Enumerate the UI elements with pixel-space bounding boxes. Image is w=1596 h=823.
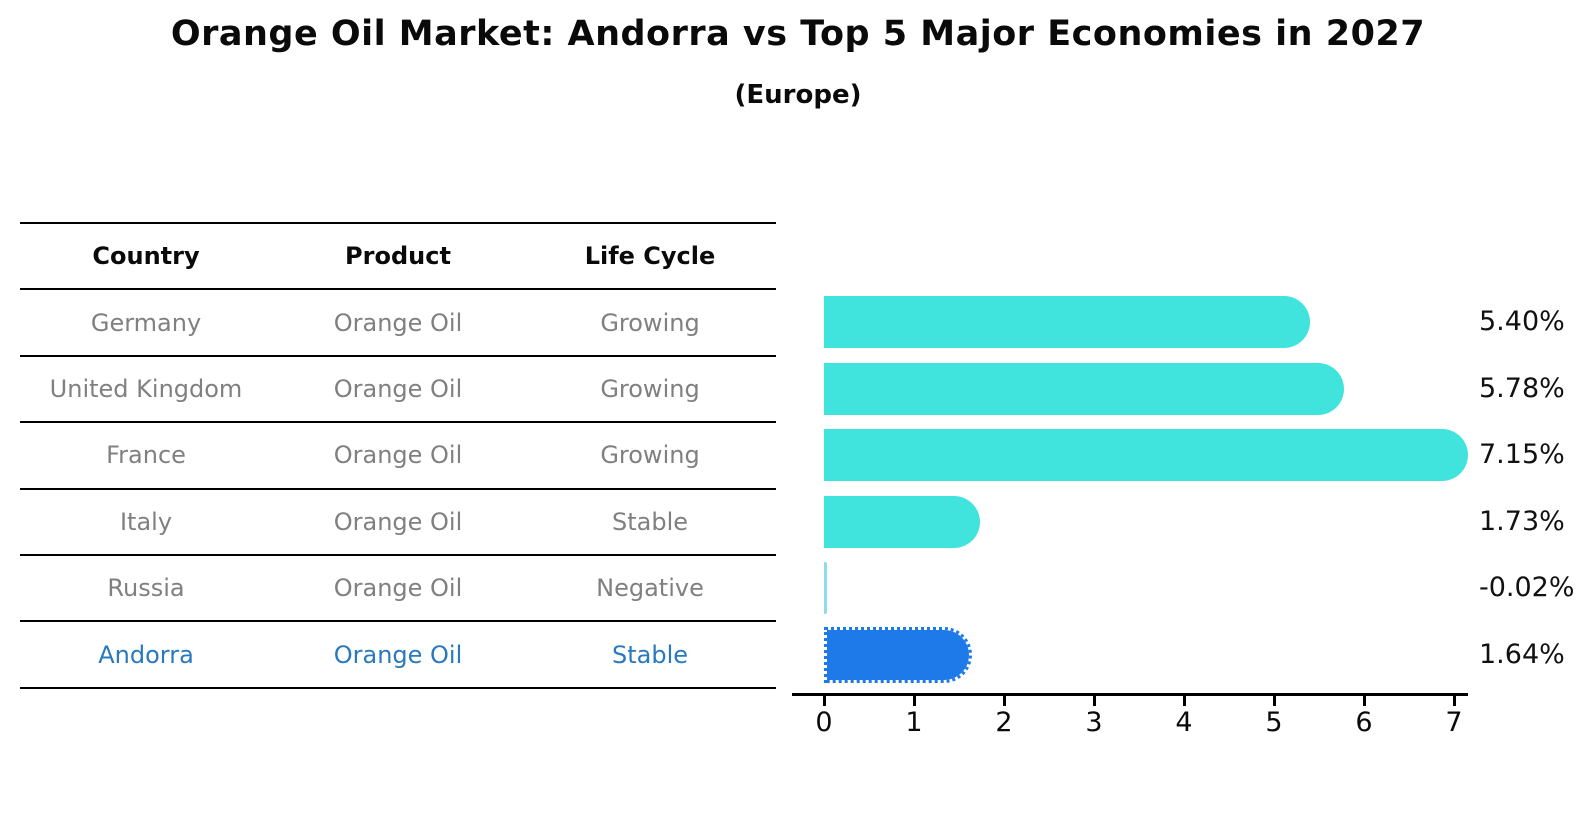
x-axis-tick (1092, 696, 1096, 706)
value-label-italy: 1.73% (1479, 505, 1565, 537)
cell-life-cycle: Negative (596, 574, 704, 603)
cell-country: Germany (90, 308, 202, 337)
bar-russia (824, 562, 827, 615)
bar-united-kingdom (824, 362, 1345, 415)
cell-product: Orange Oil (333, 374, 463, 403)
x-axis-tick (1362, 696, 1366, 706)
x-axis-tick-label: 3 (1085, 707, 1103, 738)
table-body: Germany Orange Oil Growing United Kingdom Or… (20, 288, 776, 686)
table-row-france: France Orange Oil Growing (20, 421, 776, 487)
x-axis-tick-label: 1 (905, 707, 923, 738)
x-axis-tick (1452, 696, 1456, 706)
table-row-russia: Russia Orange Oil Negative (20, 553, 776, 620)
table-row-united-kingdom: United Kingdom Orange Oil Growing (20, 354, 776, 421)
x-axis-tick-label: 2 (995, 707, 1013, 738)
value-label-andorra: 1.64% (1479, 638, 1565, 670)
value-label-united-kingdom: 5.78% (1479, 372, 1565, 404)
x-axis-tick-label: 7 (1445, 707, 1463, 738)
bar-andorra (824, 626, 972, 683)
x-axis-line (792, 693, 1468, 696)
chart-title: Orange Oil Market: Andorra vs Top 5 Majo… (170, 14, 1426, 54)
cell-country: Italy (119, 507, 173, 536)
cell-product: Orange Oil (333, 640, 463, 669)
cell-life-cycle: Stable (611, 640, 689, 669)
table-header-row: Country Product Life Cycle (20, 222, 776, 288)
x-axis-tick (1272, 696, 1276, 706)
x-axis-tick-label: 6 (1355, 707, 1373, 738)
cell-life-cycle: Growing (600, 374, 700, 403)
cell-country: United Kingdom (49, 374, 243, 403)
table-row-italy: Italy Orange Oil Stable (20, 487, 776, 554)
table-row-andorra: Andorra Orange Oil Stable (20, 620, 776, 686)
cell-life-cycle: Growing (600, 308, 700, 337)
value-label-russia: -0.02% (1479, 572, 1575, 604)
cell-product: Orange Oil (333, 507, 463, 536)
x-axis-tick (822, 696, 826, 706)
header-life-cycle: Life Cycle (584, 242, 716, 271)
bar-germany (824, 296, 1310, 349)
cell-product: Orange Oil (333, 574, 463, 603)
header-product: Product (345, 242, 451, 271)
cell-country: Russia (107, 574, 185, 603)
table-row-germany: Germany Orange Oil Growing (20, 288, 776, 354)
cell-country: Andorra (98, 640, 194, 669)
x-axis-tick-label: 5 (1265, 707, 1283, 738)
cell-product: Orange Oil (333, 441, 463, 470)
chart-subtitle: (Europe) (734, 80, 862, 110)
bar-france (824, 429, 1468, 482)
x-axis-tick (1002, 696, 1006, 706)
value-label-germany: 5.40% (1479, 306, 1565, 338)
cell-life-cycle: Stable (611, 507, 689, 536)
x-axis-tick (912, 696, 916, 706)
bar-italy (824, 495, 980, 548)
cell-country: France (106, 441, 186, 470)
header-country: Country (92, 242, 200, 271)
cell-life-cycle: Growing (600, 441, 700, 470)
x-axis-tick (1182, 696, 1186, 706)
x-axis-tick-label: 4 (1175, 707, 1193, 738)
cell-product: Orange Oil (333, 308, 463, 337)
comparison-table: Country Product Life Cycle Germany Orange… (20, 222, 776, 689)
value-label-france: 7.15% (1479, 439, 1565, 471)
x-axis-tick-label: 0 (815, 707, 833, 738)
